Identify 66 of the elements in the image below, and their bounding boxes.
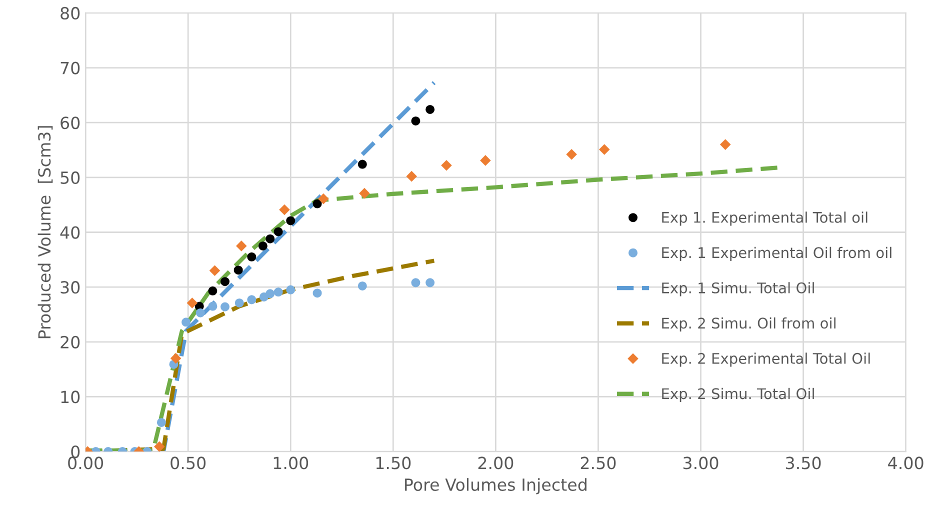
point: [312, 288, 322, 298]
x-axis-title: Pore Volumes Injected: [405, 478, 586, 494]
point: [258, 241, 268, 250]
point: [279, 204, 290, 215]
point: [286, 216, 296, 226]
y-tick-label: 10: [61, 390, 80, 404]
point: [234, 298, 244, 308]
point: [480, 155, 491, 166]
point: [210, 266, 220, 276]
point: [187, 298, 198, 308]
y-tick-label: 0: [71, 445, 80, 458]
y-tick-label: 50: [60, 171, 80, 184]
x-tick-label: 0.00: [68, 456, 104, 470]
point: [274, 287, 283, 297]
legend-label: Exp 1. Experimental Total oil: [662, 212, 868, 226]
y-tick-label: 40: [60, 226, 80, 239]
legend-label: Exp. 1 Simu. Total Oil: [662, 282, 814, 296]
x-tick-label: 3.00: [683, 456, 718, 470]
point: [266, 234, 275, 244]
point: [247, 252, 256, 262]
point: [208, 286, 218, 296]
y-tick-label: 80: [60, 6, 80, 20]
y-tick-label: 60: [60, 116, 80, 130]
point: [359, 188, 370, 198]
legend-label: Exp. 2 Simu. Total Oil: [662, 388, 814, 402]
point: [426, 278, 435, 288]
y-tick-label: 20: [60, 336, 80, 348]
point: [156, 418, 166, 427]
point: [599, 144, 610, 155]
point: [312, 199, 322, 208]
point: [247, 295, 256, 304]
point: [236, 240, 247, 252]
point: [170, 353, 181, 364]
legend-label: Exp. 2 Experimental Total Oil: [662, 352, 870, 367]
point: [411, 278, 420, 288]
point: [566, 149, 577, 160]
point: [274, 227, 283, 236]
point: [208, 302, 218, 311]
point: [720, 139, 730, 150]
point: [154, 441, 164, 452]
legend-label: Exp. 1 Experimental Oil from oil: [662, 246, 892, 261]
point: [358, 160, 367, 169]
point: [234, 266, 243, 275]
point: [196, 308, 205, 318]
point: [220, 277, 230, 286]
y-tick-label: 70: [60, 62, 80, 74]
point: [411, 116, 420, 126]
point: [406, 171, 417, 182]
point: [441, 160, 452, 170]
point: [266, 289, 275, 298]
x-tick-label: 1.50: [376, 456, 411, 470]
y-tick-label: 30: [60, 281, 80, 294]
y-axis-title: Produced Volume [Scm3]: [38, 126, 53, 338]
x-tick-label: 1.00: [274, 456, 308, 470]
point: [182, 318, 191, 327]
x-tick-label: 0.50: [170, 456, 206, 470]
point: [426, 104, 435, 114]
x-tick-label: 2.00: [478, 456, 514, 470]
point: [286, 285, 296, 294]
point: [220, 302, 230, 312]
x-tick-label: 3.50: [786, 456, 821, 470]
point: [318, 194, 329, 204]
x-tick-label: 4.00: [888, 456, 924, 470]
point: [358, 281, 367, 290]
legend-label: Exp. 2 Simu. Oil from oil: [662, 317, 836, 332]
x-tick-label: 2.50: [580, 456, 616, 470]
